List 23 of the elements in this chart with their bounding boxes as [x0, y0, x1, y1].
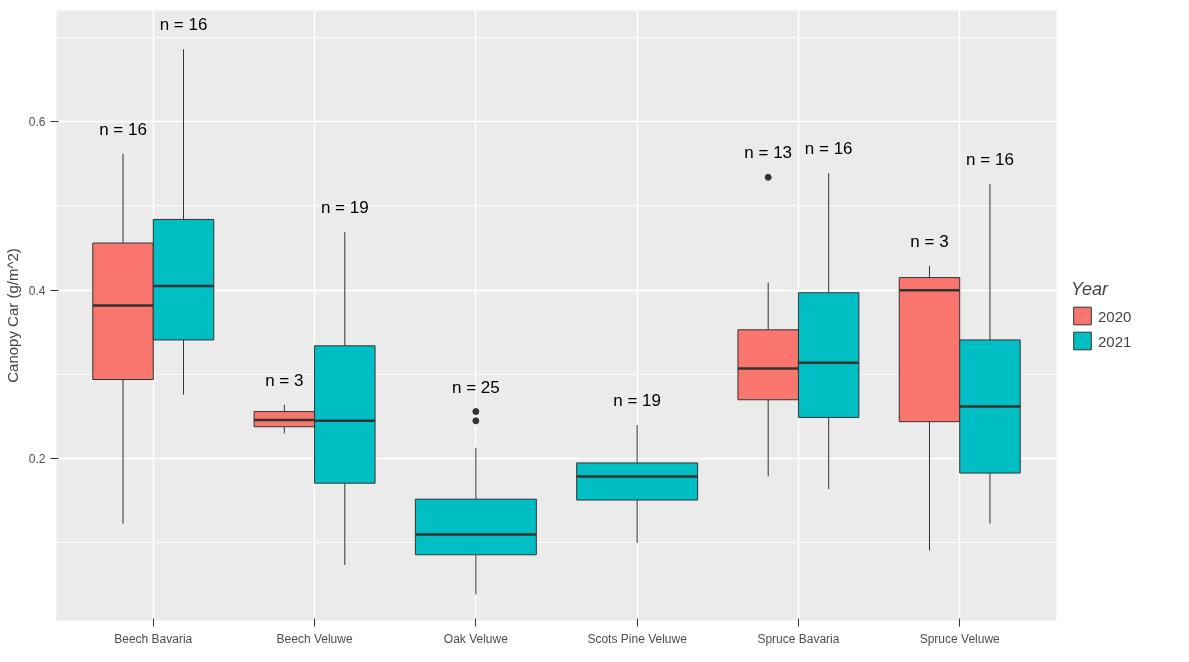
annotation: n = 16 — [804, 139, 853, 159]
y-tick-label: 0.4 — [28, 283, 46, 298]
annotation: n = 3 — [265, 370, 304, 390]
annotation: n = 19 — [613, 391, 662, 411]
annotation: n = 16 — [159, 15, 208, 35]
legend-label: 2021 — [1098, 332, 1132, 349]
annotation: n = 16 — [99, 119, 147, 139]
x-tick-label: Spruce Veluwe — [919, 631, 1001, 646]
x-tick-label: Beech Bavaria — [114, 631, 193, 646]
annotation: n = 25 — [451, 377, 500, 397]
annotation: n = 19 — [320, 198, 369, 218]
x-tick-label: Spruce Bavaria — [757, 631, 840, 646]
y-axis-title: Canopy Car (g/m^2) — [3, 248, 21, 383]
annotation: n = 16 — [966, 150, 1014, 170]
x-tick-label: Scots Pine Veluwe — [587, 631, 688, 646]
y-tick-label: 0.2 — [28, 452, 46, 467]
annotation: n = 13 — [744, 143, 793, 163]
x-tick-label: Oak Veluwe — [443, 631, 509, 646]
legend-label: 2020 — [1098, 307, 1132, 324]
x-tick-label: Beech Veluwe — [276, 631, 353, 646]
annotation: n = 3 — [910, 231, 949, 251]
y-tick-label: 0.6 — [28, 115, 46, 130]
legend-title: Year — [1071, 278, 1110, 300]
